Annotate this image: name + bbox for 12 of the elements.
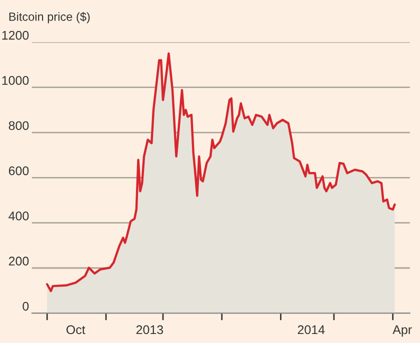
y-tick-label: 200 bbox=[8, 256, 29, 266]
x-tick-label: Oct bbox=[66, 325, 86, 334]
x-tick-label: Apr bbox=[392, 325, 412, 337]
y-tick-label: 0 bbox=[22, 302, 29, 311]
x-tick-label: 2013 bbox=[136, 325, 164, 334]
y-tick-label: 400 bbox=[8, 212, 29, 220]
y-tick-label: 1200 bbox=[2, 30, 29, 40]
y-tick-label: 600 bbox=[8, 166, 29, 176]
y-tick-label: 1000 bbox=[2, 76, 29, 85]
chart-title: Bitcoin price ($) bbox=[9, 12, 90, 24]
y-tick-label: 800 bbox=[8, 121, 29, 130]
x-tick-label: 2014 bbox=[298, 325, 325, 334]
